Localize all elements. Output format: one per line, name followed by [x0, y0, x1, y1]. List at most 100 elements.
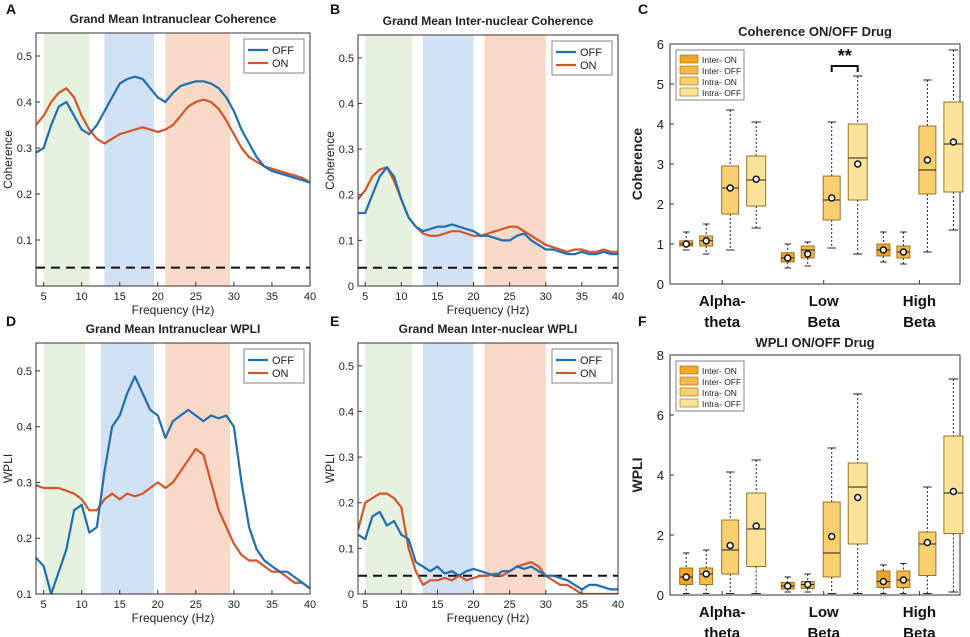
- y-tick-label: 3: [657, 157, 664, 172]
- x-axis-label: Frequency (Hz): [447, 303, 530, 317]
- legend-swatch: [679, 76, 699, 86]
- legend-label: Intra- ON: [702, 388, 737, 398]
- panel-letter: B: [330, 1, 340, 17]
- panel-F: 0 2 4 6 8 WPLI WPLI ON/OFF Drug F Alpha-theta Low…: [629, 313, 964, 637]
- mean-marker: [752, 175, 760, 183]
- mean-marker: [899, 576, 908, 584]
- x-tick-label: 40: [612, 291, 624, 303]
- low-beta-band: [100, 343, 154, 594]
- box-intra-off: [943, 378, 964, 593]
- legend-box: [243, 348, 305, 384]
- x-tick-label: 30: [540, 599, 552, 611]
- mean-marker: [923, 538, 932, 547]
- y-tick-label: 0.3: [339, 452, 354, 464]
- x-tick-label: 10: [76, 599, 88, 611]
- y-tick-label: 2: [657, 197, 664, 212]
- box-inter-on: [679, 231, 694, 251]
- legend-label: Inter- ON: [702, 55, 737, 65]
- plot-frame: [35, 32, 311, 287]
- group-label-line1: Low: [809, 604, 839, 621]
- x-tick-label: 40: [304, 291, 316, 303]
- box-inter-off: [699, 549, 714, 594]
- x-tick-label: 20: [152, 599, 164, 611]
- high-beta-band: [165, 343, 231, 594]
- legend-box: [243, 38, 305, 74]
- y-tick-label: 0.2: [339, 498, 354, 510]
- high-beta-band: [484, 35, 546, 286]
- mean-marker: [923, 156, 932, 164]
- group-label-line2: Beta: [807, 314, 840, 331]
- series-line-off: [358, 510, 618, 591]
- y-tick-label: 0.1: [339, 235, 354, 247]
- box-inter-on: [780, 576, 795, 593]
- legend-label: Intra- OFF: [702, 399, 741, 409]
- y-tick-label: 0.2: [17, 533, 32, 545]
- mean-marker: [899, 248, 908, 256]
- box-inter-off: [800, 241, 815, 267]
- x-tick-label: 40: [612, 599, 624, 611]
- mean-marker: [783, 254, 792, 262]
- low-beta-band: [423, 343, 474, 594]
- panel-E: 5 10 15 20 25 30 35 40 0 0.1 0.2 0.3 0.4 0.5 Frequency…: [323, 313, 624, 625]
- box-intra-on: [721, 471, 740, 594]
- x-tick-label: 10: [395, 291, 407, 303]
- x-tick-label: 15: [114, 291, 126, 303]
- panel-letter: C: [638, 1, 648, 17]
- group-label-line1: Alpha-: [699, 293, 746, 310]
- mean-marker: [682, 240, 690, 248]
- x-tick-label: 15: [431, 599, 443, 611]
- legend-label: Inter- ON: [702, 366, 737, 376]
- legend-label-on: ON: [580, 368, 597, 380]
- y-tick-label: 0.3: [17, 143, 32, 155]
- mean-marker: [702, 237, 710, 245]
- legend-label-on: ON: [272, 58, 289, 70]
- legend-swatch: [679, 54, 699, 64]
- plot-frame: [357, 34, 619, 287]
- x-tick-label: 20: [152, 291, 164, 303]
- series-line-off: [358, 166, 618, 256]
- panel-title: WPLI ON/OFF Drug: [755, 335, 874, 350]
- panel-title: Grand Mean Intranuclear Coherence: [70, 12, 277, 26]
- mean-marker: [726, 184, 734, 192]
- x-tick-label: 5: [362, 599, 368, 611]
- panel-B: 5 10 15 20 25 30 35 40 0 0.1 0.2 0.3 0.4 0.5 Frequency…: [323, 1, 624, 317]
- y-axis-label: Coherence: [1, 130, 15, 189]
- panel-title: Coherence ON/OFF Drug: [738, 24, 892, 39]
- y-tick-label: 0: [657, 277, 664, 292]
- y-tick-label: 0.4: [339, 98, 354, 110]
- mean-marker: [853, 493, 862, 502]
- y-tick-label: 8: [657, 348, 664, 363]
- box-intra-off: [746, 121, 767, 229]
- y-axis-label: Coherence: [323, 131, 337, 190]
- mean-marker: [949, 487, 958, 496]
- box-body: [943, 435, 964, 534]
- x-tick-label: 30: [228, 291, 240, 303]
- alpha-theta-band: [43, 33, 90, 286]
- box-inter-on: [780, 243, 795, 269]
- panel-title: Grand Mean Inter-nuclear Coherence: [383, 14, 594, 28]
- group-label-line1: Alpha-: [699, 604, 746, 621]
- significance-bracket: [830, 65, 859, 72]
- y-tick-label: 0.2: [339, 190, 354, 202]
- legend-label-off: OFF: [272, 355, 294, 367]
- legend-label-off: OFF: [272, 45, 294, 57]
- y-tick-label: 0: [348, 589, 354, 601]
- legend-label-off: OFF: [580, 47, 602, 59]
- plot-frame: [35, 342, 311, 595]
- series-line-on: [36, 447, 310, 590]
- box-intra-on: [721, 109, 740, 251]
- y-tick-label: 0.5: [339, 53, 354, 65]
- box-inter-on: [679, 552, 694, 594]
- plot-frame: [357, 342, 619, 595]
- x-tick-label: 5: [41, 599, 47, 611]
- y-axis-label: WPLI: [1, 454, 15, 483]
- x-tick-label: 40: [304, 599, 316, 611]
- x-tick-label: 25: [504, 599, 516, 611]
- x-tick-label: 25: [190, 599, 202, 611]
- y-axis-label: WPLI: [629, 458, 645, 493]
- x-axis-label: Frequency (Hz): [132, 303, 215, 317]
- box-inter-on: [876, 564, 891, 594]
- group-label-line1: High: [903, 293, 936, 310]
- box-intra-on: [822, 121, 841, 249]
- y-tick-label: 0.5: [17, 366, 32, 378]
